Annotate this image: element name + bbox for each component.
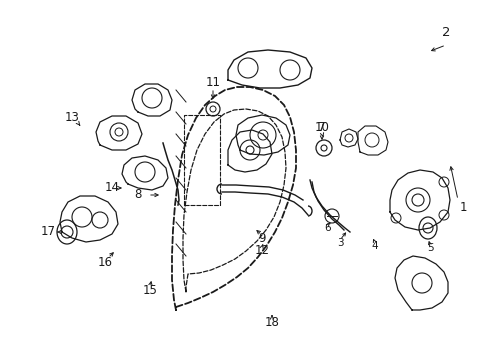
Text: 14: 14 [104,181,119,194]
Text: 15: 15 [142,284,157,297]
Text: 3: 3 [336,238,343,248]
Text: 8: 8 [134,189,142,202]
Text: 9: 9 [258,231,265,244]
Text: 4: 4 [371,241,378,251]
Text: 5: 5 [426,243,432,253]
Text: 1: 1 [459,202,467,215]
Text: 12: 12 [254,243,269,256]
Text: 18: 18 [264,315,279,328]
Text: 10: 10 [314,121,329,135]
Text: 13: 13 [64,112,79,125]
Text: 17: 17 [41,225,55,238]
Text: 11: 11 [205,76,220,89]
Text: 7: 7 [318,121,325,135]
Text: 2: 2 [441,26,449,39]
Text: 16: 16 [97,256,112,269]
Text: 6: 6 [324,223,331,233]
